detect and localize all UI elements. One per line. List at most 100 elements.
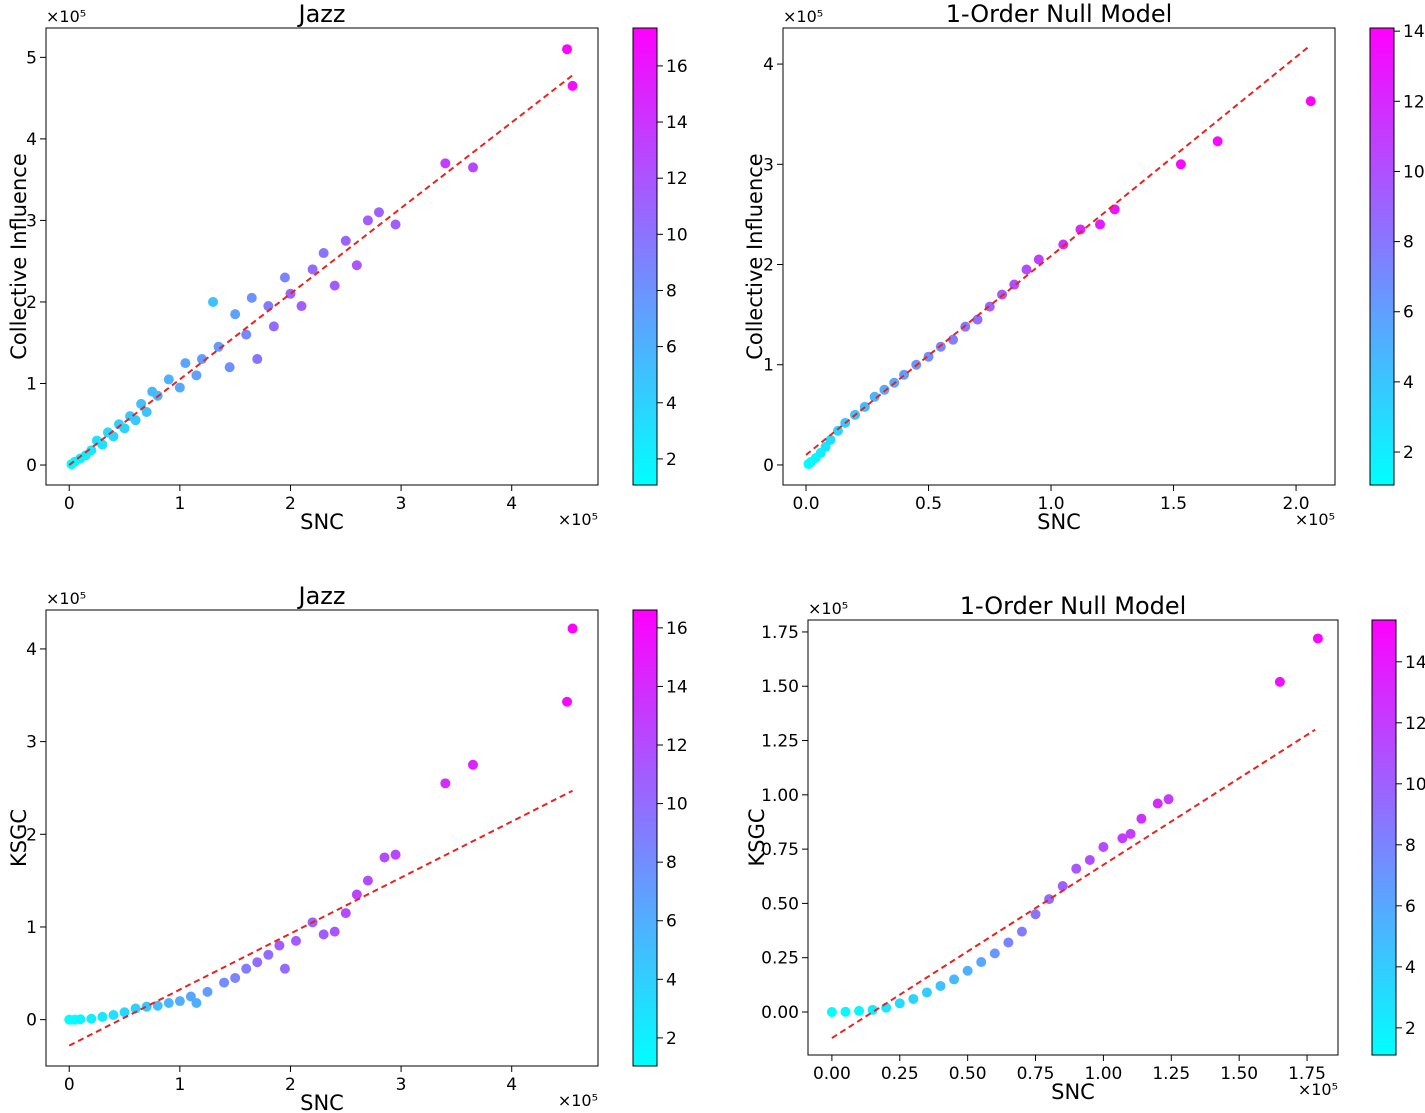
point: [1125, 828, 1136, 839]
x-label: SNC: [1051, 1080, 1095, 1104]
y-tick-label: 4: [26, 640, 37, 660]
point: [307, 264, 318, 275]
title: 1-Order Null Model: [960, 592, 1187, 620]
point: [879, 384, 890, 395]
point: [440, 158, 451, 169]
fit-line: [805, 46, 1309, 456]
point: [246, 292, 257, 303]
x-tick-label: 3: [396, 494, 407, 514]
colorbar-tick-label: 12: [666, 169, 688, 189]
y-label: Collective Influence: [7, 153, 31, 359]
point: [1274, 676, 1285, 687]
point: [141, 1001, 152, 1012]
point: [174, 382, 185, 393]
point: [291, 935, 302, 946]
point: [263, 301, 274, 312]
x-offset: ×10⁵: [1295, 510, 1335, 529]
colorbar: [632, 609, 658, 1067]
point: [185, 991, 196, 1002]
point: [935, 980, 946, 991]
title: Jazz: [297, 582, 346, 610]
title: Jazz: [297, 0, 346, 28]
point: [119, 1007, 130, 1018]
y-tick-label: 1.00: [761, 786, 799, 806]
y-tick-label: 1.50: [761, 677, 799, 697]
point: [86, 445, 97, 456]
y-tick-label: 0.25: [761, 949, 799, 969]
y-tick-label: 2: [26, 293, 37, 313]
x-tick-label: 2: [285, 494, 296, 514]
y-offset: ×10⁵: [46, 589, 86, 608]
colorbar-tick-label: 10: [1403, 162, 1425, 182]
x-tick-label: 0: [64, 1075, 75, 1095]
point: [279, 963, 290, 974]
point: [1084, 854, 1095, 865]
point: [562, 696, 573, 707]
point: [894, 998, 905, 1009]
point: [908, 993, 919, 1004]
point: [1058, 239, 1069, 250]
plot-area: [807, 619, 1339, 1056]
colorbar-tick-label: 10: [666, 225, 688, 245]
y-tick-label: 0.50: [761, 894, 799, 914]
point: [340, 235, 351, 246]
y-tick-label: 4: [26, 130, 37, 150]
point: [362, 875, 373, 886]
y-tick-label: 1: [26, 374, 37, 394]
point: [1098, 841, 1109, 852]
point: [373, 207, 384, 218]
y-tick-label: 0: [26, 1011, 37, 1031]
x-tick-label: 1: [174, 494, 185, 514]
point: [867, 1004, 878, 1015]
plot-area: [782, 27, 1336, 486]
x-tick-label: 0.50: [949, 1064, 987, 1084]
colorbar-tick-label: 4: [666, 970, 677, 990]
colorbar-tick-label: 6: [666, 338, 677, 358]
colorbar-tick-label: 4: [1403, 373, 1414, 393]
colorbar: [1371, 619, 1397, 1056]
point: [351, 260, 362, 271]
point: [108, 1010, 119, 1021]
colorbar-tick-label: 16: [666, 619, 688, 639]
point: [976, 957, 987, 968]
point: [1312, 633, 1323, 644]
y-tick-label: 2: [763, 256, 774, 276]
x-tick-label: 1.0: [1038, 494, 1065, 514]
point: [962, 965, 973, 976]
x-offset: ×10⁵: [1298, 1080, 1338, 1099]
point: [562, 44, 573, 55]
point: [268, 321, 279, 332]
y-tick-label: 4: [763, 55, 774, 75]
point: [219, 977, 230, 988]
colorbar-tick-label: 12: [1403, 92, 1425, 112]
point: [108, 431, 119, 442]
colorbar-tick-label: 14: [1403, 22, 1425, 42]
point: [921, 987, 932, 998]
point: [213, 341, 224, 352]
point: [949, 974, 960, 985]
point: [208, 296, 219, 307]
point: [141, 407, 152, 418]
point: [1136, 813, 1147, 824]
colorbar: [632, 27, 658, 486]
y-tick-label: 3: [26, 211, 37, 231]
x-tick-label: 0.5: [915, 494, 942, 514]
point: [97, 439, 108, 450]
point: [567, 623, 578, 634]
point: [191, 997, 202, 1008]
point: [1175, 159, 1186, 170]
point: [390, 849, 401, 860]
point: [174, 996, 185, 1007]
x-tick-label: 2: [285, 1075, 296, 1095]
x-tick-label: 1.75: [1288, 1064, 1326, 1084]
y-tick-label: 0.75: [761, 840, 799, 860]
point: [318, 248, 329, 259]
y-offset: ×10⁵: [783, 7, 823, 26]
point: [869, 391, 880, 402]
point: [191, 370, 202, 381]
y-tick-label: 2: [26, 825, 37, 845]
y-tick-label: 0: [26, 456, 37, 476]
y-tick-label: 3: [763, 155, 774, 175]
